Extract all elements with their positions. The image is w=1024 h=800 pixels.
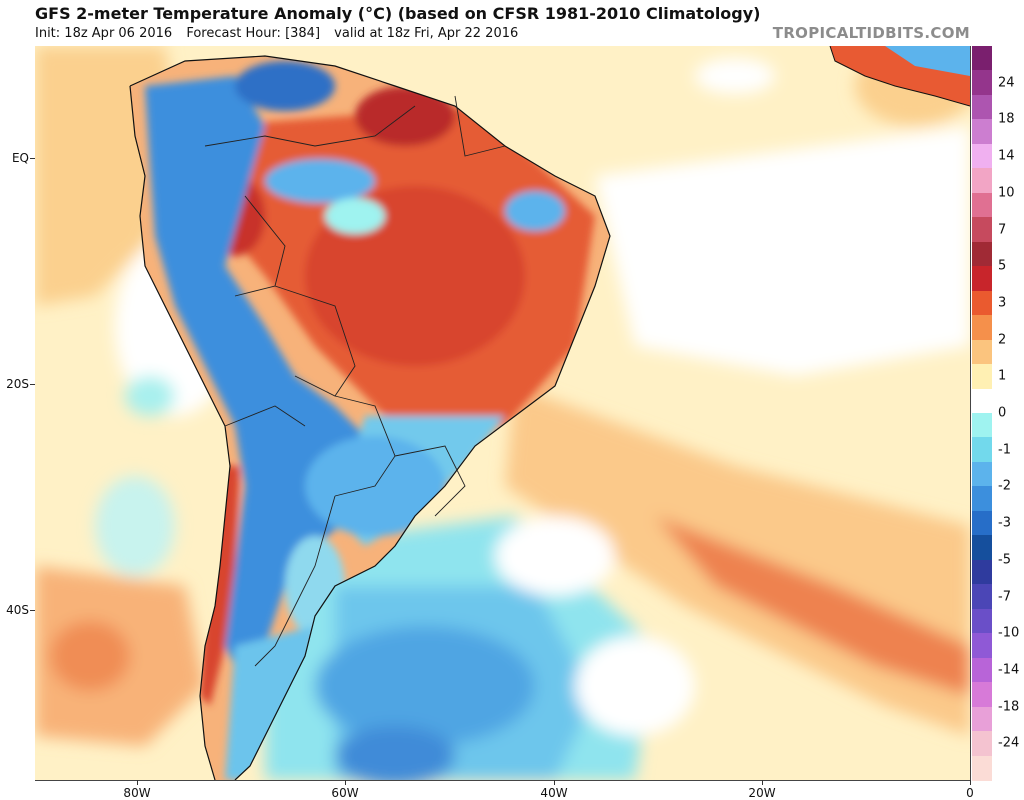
colorbar-segment	[972, 266, 992, 292]
lat-tick-40s	[30, 610, 35, 611]
colorbar-segment	[972, 584, 992, 610]
colorbar-tick-label: -18	[998, 699, 1020, 715]
colorbar-segment	[972, 119, 992, 145]
colorbar-segment	[972, 70, 992, 96]
colorbar-segment	[972, 217, 992, 243]
colorbar-segment	[972, 706, 992, 732]
colorbar-segment	[972, 535, 992, 561]
colorbar-tick-label: 3	[998, 295, 1007, 311]
brand-watermark: TROPICALTIDBITS.COM	[772, 24, 970, 42]
chart-subtitle: Init: 18z Apr 06 2016 Forecast Hour: [38…	[35, 26, 528, 41]
lat-tick-20s	[30, 384, 35, 385]
colorbar-segment	[972, 486, 992, 512]
colorbar-segment	[972, 633, 992, 659]
chart-title: GFS 2-meter Temperature Anomaly (°C) (ba…	[35, 4, 761, 23]
colorbar-segment	[972, 241, 992, 267]
lon-label-80w: 80W	[123, 786, 151, 800]
map-svg	[35, 46, 970, 780]
colorbar-tick-label: -5	[998, 552, 1011, 568]
lat-label-40s: 40S	[6, 603, 29, 617]
colorbar-tick-label: 2	[998, 332, 1007, 348]
lat-label-eq: EQ	[11, 151, 29, 165]
colorbar-segment	[972, 731, 992, 757]
ocean-anomaly-field	[35, 46, 970, 780]
colorbar-tick-label: -14	[998, 662, 1020, 678]
anomaly-map	[35, 46, 971, 781]
forecast-hour: Forecast Hour: [384]	[186, 26, 321, 41]
lon-label-20w: 20W	[748, 786, 776, 800]
colorbar-segment	[972, 608, 992, 634]
colorbar-segment	[972, 94, 992, 120]
lon-label-0: 0	[966, 786, 974, 800]
lat-tick-eq	[30, 158, 35, 159]
colorbar-segment	[972, 755, 992, 781]
colorbar-segment	[972, 510, 992, 536]
colorbar-segment	[972, 461, 992, 487]
lon-tick-0	[970, 780, 971, 785]
colorbar-segment	[972, 657, 992, 683]
lat-label-20s: 20S	[6, 377, 29, 391]
lon-label-40w: 40W	[540, 786, 568, 800]
colorbar-segment	[972, 290, 992, 316]
lon-tick-40w	[554, 780, 555, 785]
colorbar-tick-label: 7	[998, 222, 1007, 237]
south-america-field	[129, 55, 611, 780]
colorbar-tick-label: 14	[998, 148, 1015, 164]
lon-label-60w: 60W	[331, 786, 359, 800]
colorbar-tick-label: 24	[998, 75, 1015, 91]
colorbar-segment	[972, 682, 992, 708]
valid-time: valid at 18z Fri, Apr 22 2016	[334, 26, 519, 41]
colorbar-tick-label: 0	[998, 405, 1007, 421]
colorbar-segment	[972, 315, 992, 341]
colorbar-segment	[972, 192, 992, 218]
colorbar-segment	[972, 364, 992, 390]
colorbar-tick-label: -10	[998, 625, 1020, 641]
colorbar-tick-label: -2	[998, 478, 1011, 494]
coastline	[129, 55, 611, 780]
colorbar-tick-label: -3	[998, 515, 1011, 531]
colorbar-segment	[972, 339, 992, 365]
lon-tick-20w	[762, 780, 763, 785]
colorbar-segment	[972, 388, 992, 414]
lon-tick-80w	[137, 780, 138, 785]
colorbar-tick-label: 18	[998, 111, 1015, 127]
africa-coastline	[829, 46, 970, 107]
init-time: Init: 18z Apr 06 2016	[35, 26, 173, 41]
colorbar-tick-label: -7	[998, 589, 1011, 604]
colorbar-segment	[972, 437, 992, 463]
colorbar-tick-label: 1	[998, 368, 1007, 384]
colorbar-tick-label: -24	[998, 735, 1020, 751]
africa-field	[829, 46, 970, 107]
colorbar-tick-label: 10	[998, 185, 1015, 201]
colorbar-segment	[972, 413, 992, 438]
country-borders	[204, 95, 506, 667]
colorbar-segment	[972, 46, 992, 71]
colorbar	[972, 46, 992, 781]
colorbar-tick-label: 5	[998, 258, 1007, 274]
colorbar-segment	[972, 168, 992, 194]
lon-tick-60w	[345, 780, 346, 785]
colorbar-segment	[972, 143, 992, 169]
colorbar-segment	[972, 559, 992, 585]
colorbar-tick-label: -1	[998, 442, 1011, 458]
